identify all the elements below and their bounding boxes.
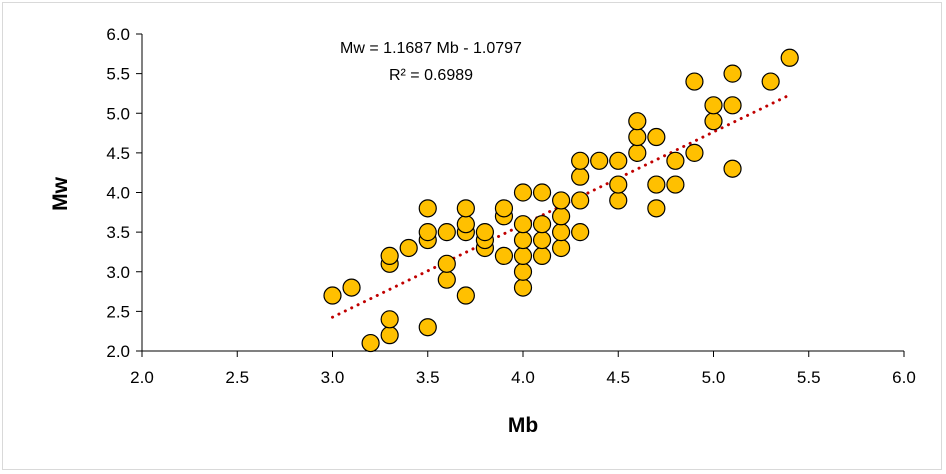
x-tick-label: 4.5 [606,368,630,387]
data-point [532,183,552,202]
x-tick-label: 3.5 [416,368,440,387]
data-point [609,151,628,170]
data-point [513,246,533,265]
x-tick-label: 6.0 [892,368,916,387]
data-point [628,127,647,147]
data-point [551,207,571,226]
data-point [666,175,685,194]
data-point [551,191,571,210]
data-point [437,270,456,289]
y-tick-label: 6.0 [106,25,130,44]
trendline-r2: R² = 0.6989 [389,67,473,84]
data-point [456,199,475,218]
data-point [723,64,742,83]
data-point [609,191,628,210]
data-point [380,310,399,329]
data-point [551,223,571,242]
data-point [513,230,533,250]
data-points [323,48,799,353]
x-tick-label: 3.0 [321,368,345,387]
data-point [380,246,399,265]
x-tick-label: 5.0 [702,368,726,387]
data-point [551,238,571,258]
data-point [437,254,456,273]
data-point [590,151,609,170]
data-point [571,151,590,170]
data-point [723,96,742,115]
data-point [456,215,475,234]
y-tick-label: 3.0 [106,263,130,282]
data-point [418,199,437,218]
data-point [571,223,590,242]
data-point [532,246,552,265]
y-tick-label: 2.5 [106,302,130,321]
data-point [647,127,666,147]
data-point [513,262,533,281]
data-point [361,333,380,353]
y-axis-title: Mw [49,176,72,210]
data-point [380,326,399,345]
data-point [342,278,361,297]
data-point [513,278,533,297]
data-point [323,286,342,305]
data-point [609,175,628,194]
y-tick-label: 5.5 [106,65,130,84]
x-tick-label: 5.5 [797,368,821,387]
x-axis-title: Mb [508,414,538,437]
y-tick-label: 3.5 [106,223,130,242]
data-point [571,191,590,210]
data-point [723,159,742,178]
y-tick-label: 5.0 [106,104,130,123]
data-point [761,72,780,91]
data-point [571,167,590,186]
x-ticks: 2.0 2.5 3.0 3.5 4.0 4.5 5.0 5.5 6.0 [130,351,916,387]
trendline-equation: Mw = 1.1687 Mb - 1.0797 [340,40,522,57]
data-point [399,238,418,258]
y-tick-label: 2.0 [106,342,130,361]
data-point [780,48,799,67]
data-point [628,112,647,131]
data-point [647,175,666,194]
data-point [437,223,456,242]
y-ticks: 2.0 2.5 3.0 3.5 4.0 4.5 5.0 5.5 6.0 [106,25,142,361]
y-tick-label: 4.0 [106,184,130,203]
data-point [494,199,514,218]
x-tick-label: 2.0 [130,368,154,387]
data-point [513,183,533,202]
data-point [456,286,475,305]
data-point [475,223,494,242]
y-tick-label: 4.5 [106,144,130,163]
data-point [532,215,552,234]
data-point [513,215,533,234]
data-point [685,72,704,91]
data-point [704,112,723,131]
data-point [704,96,723,115]
data-point [628,143,647,162]
data-point [494,246,514,265]
data-point [418,318,437,337]
x-tick-label: 4.0 [511,368,535,387]
data-point [685,143,704,162]
data-point [666,151,685,170]
data-point [418,223,437,242]
data-point [647,199,666,218]
data-point [532,230,552,250]
x-tick-label: 2.5 [225,368,249,387]
